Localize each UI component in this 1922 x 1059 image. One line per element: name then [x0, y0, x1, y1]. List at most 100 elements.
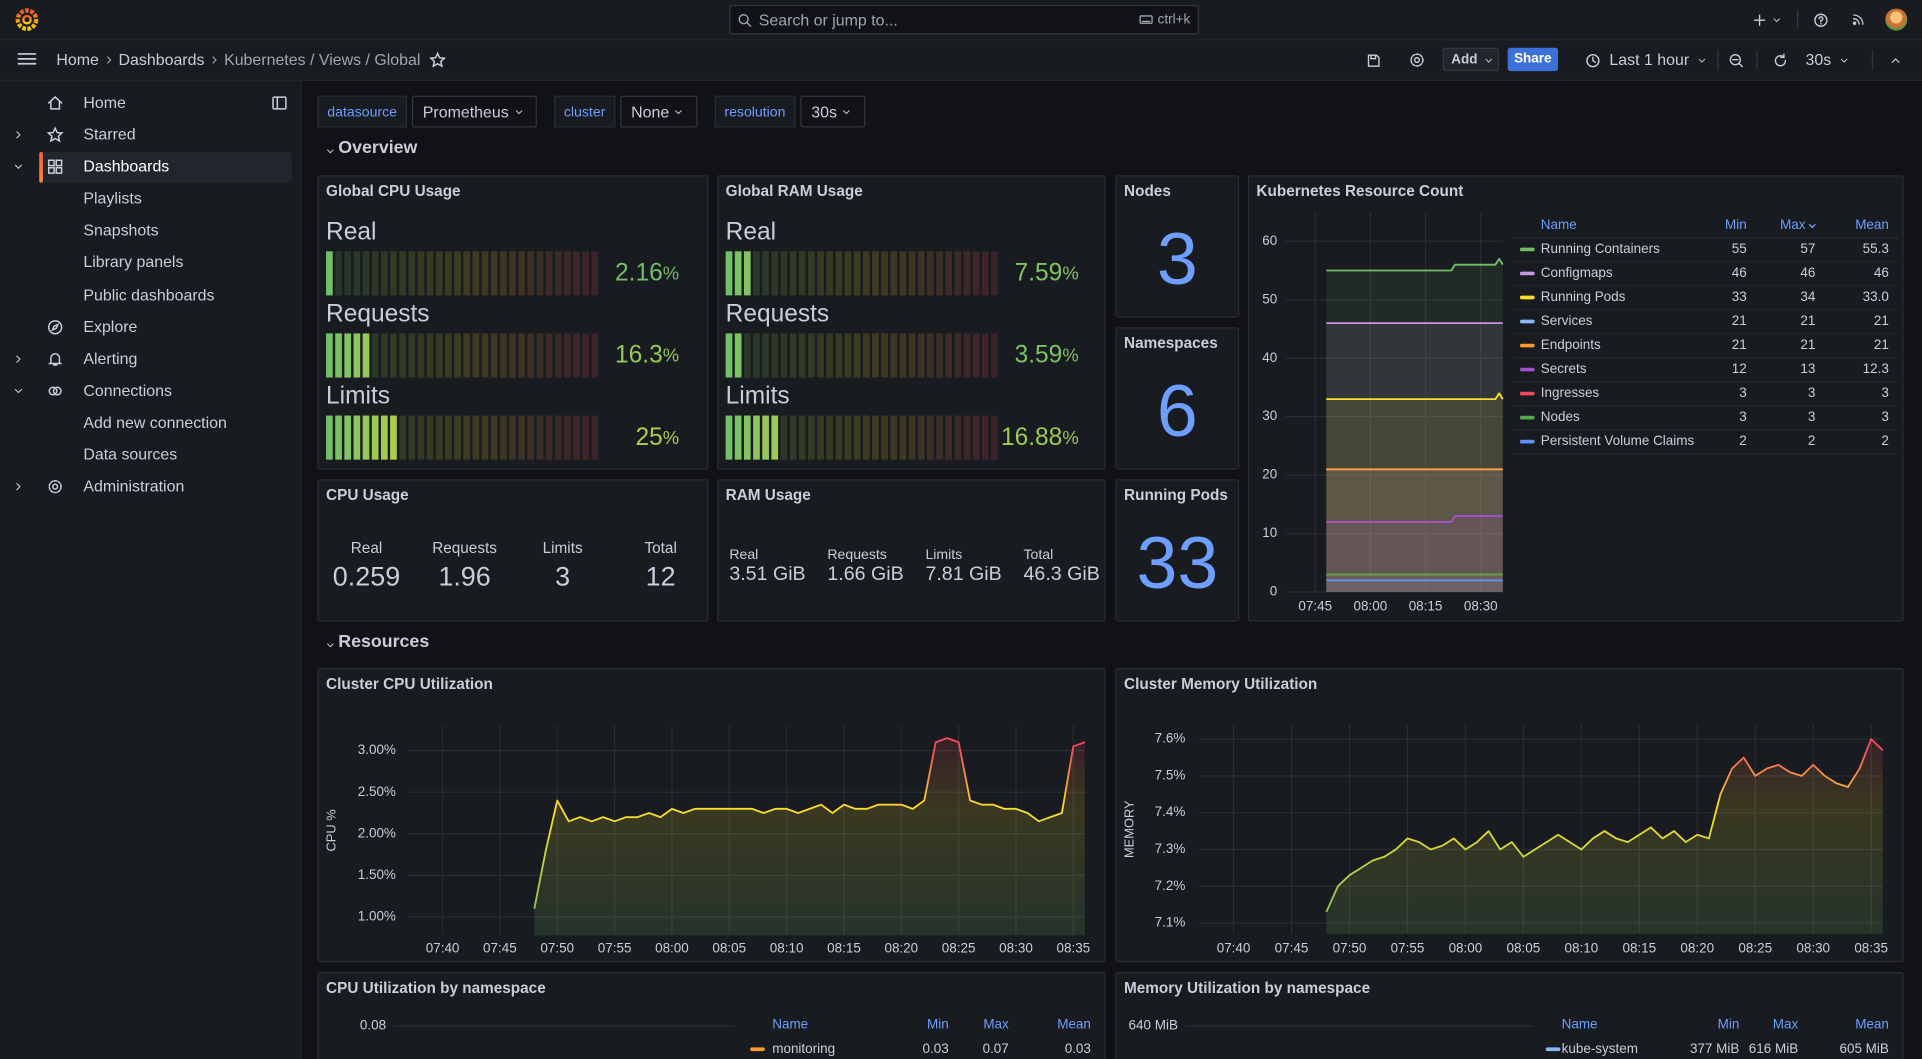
row-title[interactable]: Resources — [338, 632, 430, 653]
gauge-segment — [771, 333, 779, 378]
home-icon — [47, 96, 63, 110]
sidebar-item[interactable]: Add new connection — [83, 413, 227, 432]
sidebar-item[interactable]: Home — [83, 93, 126, 112]
sidebar-item[interactable]: Library panels — [83, 252, 184, 271]
zoom-icon[interactable] — [1728, 52, 1744, 68]
home-icon-part — [47, 96, 63, 110]
user-avatar[interactable] — [1885, 8, 1908, 31]
grafana-logo[interactable] — [15, 7, 40, 32]
rss-icon[interactable] — [1851, 12, 1866, 27]
row-title[interactable]: Overview — [338, 138, 418, 159]
chevron — [669, 104, 686, 119]
gauge-segment — [408, 415, 416, 460]
variable-select[interactable]: Prometheus — [411, 95, 537, 128]
sidebar-item[interactable]: Public dashboards — [83, 285, 215, 304]
down-icon[interactable] — [12, 161, 24, 173]
gauge-unit: % — [663, 345, 679, 366]
gauge-label: Requests — [726, 300, 830, 327]
grafana-logo-part — [15, 8, 39, 31]
down-icon[interactable] — [12, 385, 24, 397]
gauge-segment — [972, 251, 980, 296]
sidebar-item[interactable]: Explore — [83, 317, 138, 336]
add-button[interactable]: Add — [1442, 47, 1500, 72]
legend-name: Services — [1541, 313, 1593, 328]
panel: 1.00% 1.50% 2.00% 2.50% 3.00% 07:40 07:45 07:50… — [317, 668, 1106, 963]
share-button[interactable]: Share — [1507, 47, 1558, 72]
legend-header: Max — [1773, 1016, 1799, 1031]
variable-select[interactable]: 30s — [800, 95, 866, 128]
nav-bar — [0, 40, 1922, 81]
menu-icon[interactable] — [17, 49, 37, 69]
panel: Real 0.259 Requests 1.96 Limits 3 Total 12 CPU U… — [317, 479, 709, 622]
gauge-segment — [927, 251, 934, 296]
sidebar-item[interactable]: Playlists — [83, 188, 142, 208]
legend-swatch — [1519, 295, 1535, 300]
breadcrumb-separator — [204, 51, 224, 68]
search-box[interactable]: Search or jump to... ctrl+k — [729, 4, 1199, 35]
sidebar-item[interactable]: Dashboards — [83, 156, 170, 176]
sidebar-item[interactable]: Snapshots — [83, 220, 159, 240]
right-icon[interactable] — [12, 129, 24, 141]
panel-canvas: 33 — [1136, 521, 1218, 604]
gauge-segment — [936, 333, 943, 378]
right-icon[interactable] — [12, 480, 24, 492]
down-icon — [515, 109, 522, 114]
gauge-segment — [835, 415, 843, 460]
sidebar-item[interactable]: Connections — [83, 381, 172, 400]
down-icon — [675, 109, 683, 114]
refresh-interval[interactable]: 30s — [1805, 50, 1832, 69]
gauge-segment — [945, 251, 953, 296]
gauge-segment — [371, 415, 379, 460]
down-icon-part — [14, 388, 22, 394]
compass-icon — [47, 320, 63, 335]
legend-swatch — [1519, 319, 1535, 324]
help-icon[interactable] — [1812, 12, 1828, 28]
search-icon-part — [745, 21, 751, 27]
y-tick-label: 40 — [1262, 350, 1277, 365]
gauge-segment — [509, 333, 516, 378]
sidebar-item[interactable]: Administration — [83, 476, 185, 496]
star-icon-part — [429, 51, 447, 68]
link-icon-part — [52, 386, 62, 396]
time-range[interactable]: Last 1 hour — [1609, 50, 1690, 69]
clock-icon[interactable] — [1584, 52, 1600, 68]
series-line — [1326, 515, 1503, 523]
star-icon — [46, 126, 64, 143]
panel-title: CPU Usage — [326, 486, 409, 504]
refresh-icon[interactable] — [1772, 52, 1788, 68]
gauge-segment — [536, 333, 544, 378]
link-icon — [48, 386, 62, 396]
gauge-segment — [527, 415, 535, 460]
right-icon[interactable] — [12, 353, 24, 365]
gauge-segment — [734, 251, 742, 296]
breadcrumb[interactable]: Home — [56, 50, 99, 69]
sidebar-item[interactable]: Alerting — [83, 349, 138, 368]
gauge-segment — [743, 333, 751, 378]
y-tick-label: 1.50% — [358, 867, 396, 882]
stat-value: 6 — [1157, 369, 1198, 452]
down-icon[interactable] — [324, 145, 335, 156]
legend-header: Max — [1780, 217, 1806, 232]
compass-icon-part — [47, 320, 63, 335]
clock-icon-part — [1585, 53, 1599, 67]
gauge-segment — [463, 333, 471, 378]
star-icon[interactable] — [429, 51, 447, 68]
down-icon — [1698, 58, 1705, 63]
x-tick-label: 07:50 — [540, 940, 574, 955]
dock-icon[interactable] — [271, 94, 288, 111]
legend-stat: 55 — [1732, 241, 1747, 256]
legend-name: monitoring — [772, 1041, 835, 1056]
breadcrumb[interactable]: Dashboards — [118, 50, 205, 69]
plus-icon[interactable] — [1751, 12, 1767, 28]
sidebar-item[interactable]: Data sources — [83, 444, 178, 464]
legend-stat: 2 — [1808, 433, 1816, 448]
save-icon[interactable] — [1365, 52, 1381, 68]
y-tick-label: 3.00% — [358, 742, 396, 757]
variable-select[interactable]: None — [620, 95, 698, 128]
sidebar-item[interactable]: Starred — [83, 125, 136, 144]
down-icon[interactable] — [324, 639, 335, 650]
up-icon[interactable] — [1888, 53, 1901, 66]
stat-value: 1.66 GiB — [827, 563, 903, 585]
gauge-segment — [917, 251, 925, 296]
gear-icon[interactable] — [1408, 51, 1425, 68]
